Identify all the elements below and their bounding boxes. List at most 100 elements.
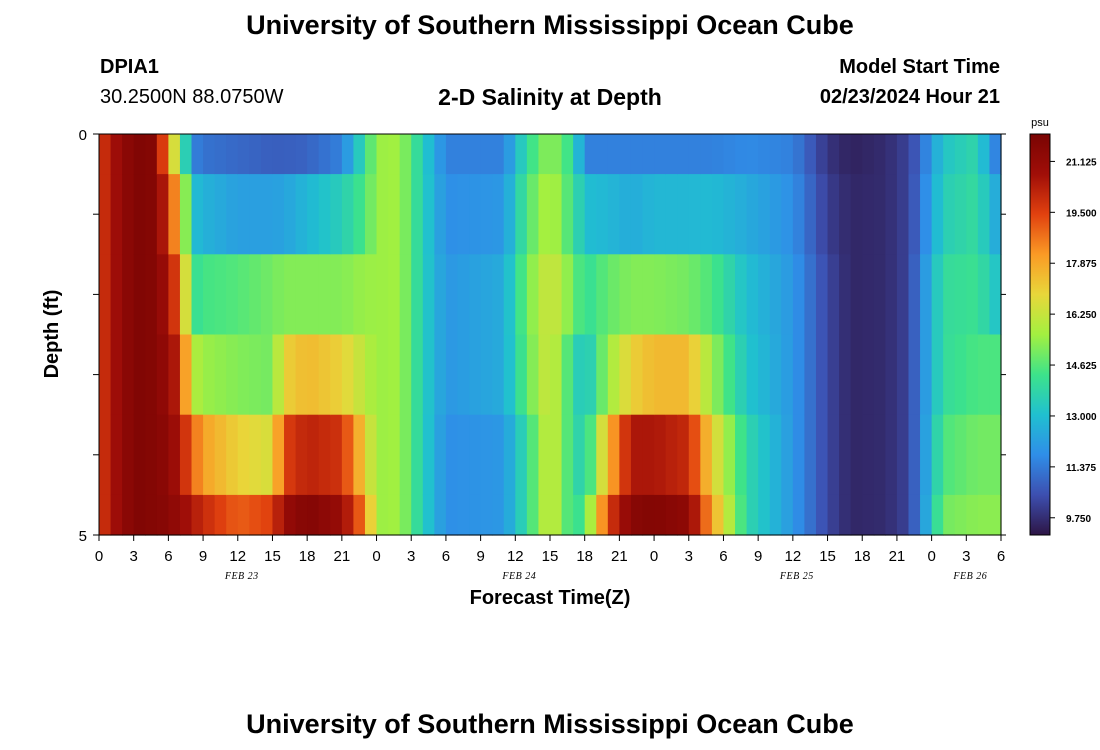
heatmap-cell — [168, 174, 181, 255]
x-tick-label: 12 — [507, 548, 524, 565]
heatmap-cell — [422, 414, 435, 496]
heatmap-cell — [330, 174, 343, 255]
heatmap-cell — [411, 174, 424, 255]
heatmap-cell — [168, 134, 181, 175]
heatmap-cell — [989, 414, 1002, 496]
heatmap-cell — [885, 334, 898, 416]
heatmap-cell — [677, 334, 690, 416]
heatmap-cell — [492, 494, 505, 536]
heatmap-cell — [203, 414, 216, 496]
heatmap-cell — [133, 494, 146, 536]
heatmap-cell — [110, 334, 123, 416]
heatmap-cell — [284, 414, 297, 496]
heatmap-cell — [295, 254, 308, 336]
heatmap-cell — [746, 174, 759, 255]
heatmap-cell — [469, 254, 482, 336]
heatmap-cell — [908, 254, 921, 336]
heatmap-cell — [989, 254, 1002, 336]
heatmap-cell — [538, 414, 551, 496]
heatmap-cell — [376, 494, 389, 536]
heatmap-cell — [688, 254, 701, 336]
heatmap-cell — [885, 174, 898, 255]
heatmap-cell — [434, 334, 447, 416]
heatmap-cell — [746, 334, 759, 416]
heatmap-cell — [769, 494, 782, 536]
heatmap-cell — [943, 134, 956, 175]
heatmap-cell — [341, 414, 355, 496]
heatmap-cell — [156, 414, 169, 496]
heatmap-cell — [792, 134, 806, 175]
heatmap-cell — [214, 254, 227, 336]
heatmap-cell — [156, 254, 169, 336]
heatmap-cell — [515, 494, 528, 536]
heatmap-cell — [457, 494, 470, 536]
heatmap-cell — [284, 134, 297, 175]
heatmap-cells — [99, 134, 1002, 536]
date-label: FEB 23 — [224, 571, 259, 582]
heatmap-cell — [654, 174, 667, 255]
heatmap-cell — [260, 414, 274, 496]
heatmap-cell — [769, 254, 782, 336]
heatmap-cell — [457, 254, 470, 336]
heatmap-cell — [353, 414, 366, 496]
heatmap-cell — [815, 174, 829, 255]
heatmap-cell — [931, 334, 944, 416]
heatmap-cell — [769, 414, 782, 496]
colorbar-tick-label: 19.500 — [1066, 208, 1097, 219]
heatmap-cell — [526, 254, 540, 336]
heatmap-cell — [596, 334, 609, 416]
heatmap-cell — [815, 254, 829, 336]
heatmap-cell — [862, 174, 875, 255]
heatmap-cell — [503, 414, 516, 496]
heatmap-cell — [445, 254, 459, 336]
heatmap-cell — [654, 334, 667, 416]
heatmap-cell — [237, 134, 250, 175]
colorbar-tick-label: 17.875 — [1066, 259, 1097, 270]
heatmap-cell — [862, 414, 875, 496]
x-tick-label: 15 — [542, 548, 559, 565]
heatmap-cell — [353, 334, 366, 416]
heatmap-cell — [411, 134, 424, 175]
colorbar-tick-label: 13.000 — [1066, 412, 1097, 423]
heatmap-cell — [619, 414, 632, 496]
heatmap-cell — [445, 414, 459, 496]
heatmap-cell — [920, 494, 933, 536]
heatmap-cell — [237, 414, 250, 496]
heatmap-cell — [480, 174, 493, 255]
heatmap-cell — [839, 494, 852, 536]
heatmap-cell — [237, 254, 250, 336]
heatmap-cell — [896, 414, 910, 496]
heatmap-cell — [526, 494, 540, 536]
heatmap-cell — [723, 334, 736, 416]
heatmap-cell — [642, 414, 655, 496]
heatmap-cell — [989, 134, 1002, 175]
heatmap-cell — [954, 414, 967, 496]
heatmap-cell — [237, 334, 250, 416]
heatmap-cell — [677, 494, 690, 536]
heatmap-cell — [954, 254, 967, 336]
heatmap-cell — [943, 494, 956, 536]
heatmap-cell — [214, 494, 227, 536]
heatmap-cell — [630, 174, 644, 255]
colorbar-tick-label: 11.375 — [1066, 463, 1096, 474]
heatmap-cell — [966, 254, 979, 336]
heatmap-cell — [688, 134, 701, 175]
colorbar-tick-label: 16.250 — [1066, 310, 1097, 321]
heatmap-cell — [388, 134, 401, 175]
heatmap-cell — [307, 174, 320, 255]
heatmap-cell — [839, 134, 852, 175]
x-tick-label: 0 — [927, 548, 935, 565]
heatmap-cell — [931, 254, 944, 336]
heatmap-cell — [226, 334, 239, 416]
heatmap-cell — [781, 134, 794, 175]
heatmap-cell — [746, 414, 759, 496]
heatmap-cell — [827, 334, 840, 416]
heatmap-cell — [249, 494, 262, 536]
heatmap-cell — [133, 134, 146, 175]
heatmap-cell — [330, 334, 343, 416]
chart-title: 2-D Salinity at Depth — [438, 84, 662, 110]
heatmap-cell — [977, 494, 991, 536]
heatmap-cell — [526, 334, 540, 416]
heatmap-cell — [908, 134, 921, 175]
heatmap-cell — [723, 134, 736, 175]
